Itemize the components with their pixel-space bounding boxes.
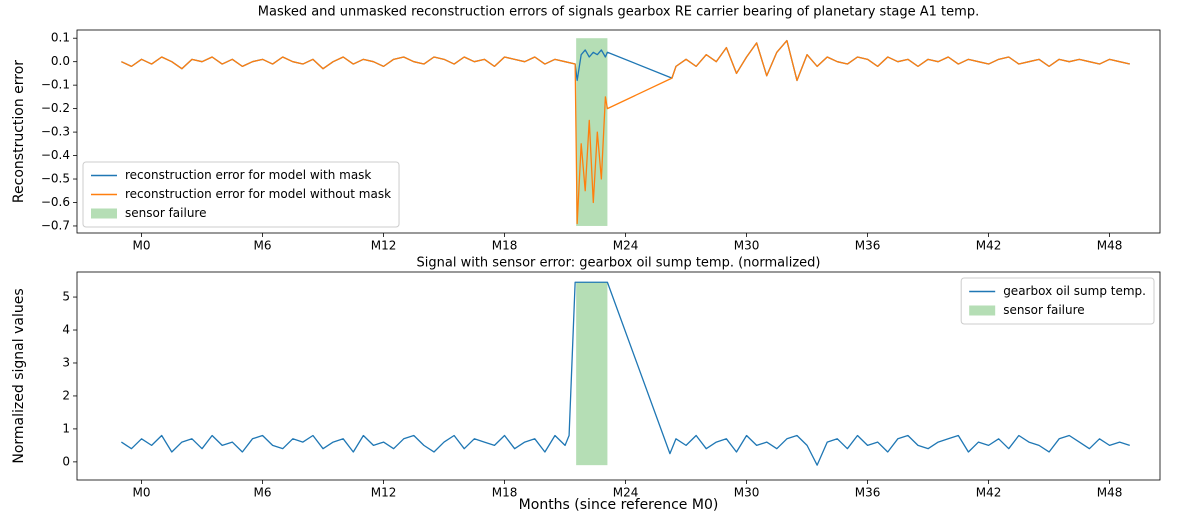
data-line xyxy=(121,39,1130,225)
x-tick-label: M6 xyxy=(254,239,272,253)
axes-frame xyxy=(76,271,1161,481)
x-tick-label: M12 xyxy=(371,486,397,500)
x-tick-label: M48 xyxy=(1097,486,1123,500)
x-tick-label: M42 xyxy=(976,239,1002,253)
y-tick-label: 3 xyxy=(62,355,70,369)
legend-label: reconstruction error for model without m… xyxy=(125,187,391,201)
x-tick-label: M12 xyxy=(371,239,397,253)
y-tick-label: −0.7 xyxy=(41,218,70,232)
y-tick-label: −0.6 xyxy=(41,195,70,209)
subplot: Masked and unmasked reconstruction error… xyxy=(11,5,1161,253)
y-tick-label: 0.1 xyxy=(51,31,70,45)
x-tick-label: M24 xyxy=(613,239,639,253)
x-tick-label: M18 xyxy=(492,239,518,253)
legend-label: sensor failure xyxy=(125,206,207,220)
plot-area xyxy=(121,281,1130,466)
shaded-region xyxy=(576,38,608,226)
y-tick-label: −0.2 xyxy=(41,101,70,115)
legend-label: gearbox oil sump temp. xyxy=(1003,284,1146,298)
x-axis-label: Months (since reference M0) xyxy=(519,497,719,511)
x-tick-label: M6 xyxy=(254,486,272,500)
y-tick-label: 1 xyxy=(62,421,70,435)
chart-title: Signal with sensor error: gearbox oil su… xyxy=(417,256,821,271)
axes-frame xyxy=(76,29,1161,234)
legend-swatch xyxy=(969,305,996,316)
legend: reconstruction error for model with mask… xyxy=(82,161,400,228)
x-tick-label: M0 xyxy=(133,486,151,500)
data-line xyxy=(121,39,1130,82)
y-tick-label: 0 xyxy=(62,454,70,468)
legend-label: sensor failure xyxy=(1003,303,1085,317)
legend-box xyxy=(82,161,400,228)
y-tick-label: 5 xyxy=(62,290,70,304)
x-tick-label: M36 xyxy=(855,486,881,500)
x-tick-label: M0 xyxy=(133,239,151,253)
y-tick-label: 4 xyxy=(62,323,70,337)
data-line xyxy=(121,281,1130,466)
y-axis-label: Normalized signal values xyxy=(11,288,27,463)
plot-area xyxy=(121,38,1130,226)
y-axis-label: Reconstruction error xyxy=(11,60,27,203)
y-tick-label: −0.3 xyxy=(41,125,70,139)
y-tick-label: 0.0 xyxy=(51,54,70,68)
y-tick-label: −0.5 xyxy=(41,172,70,186)
legend: gearbox oil sump temp. sensor failure xyxy=(960,277,1155,325)
legend-swatch xyxy=(91,208,117,219)
subplot: Signal with sensor error: gearbox oil su… xyxy=(11,256,1161,511)
x-tick-label: M24 xyxy=(613,486,639,500)
legend-label: reconstruction error for model with mask xyxy=(125,168,371,182)
x-tick-label: M36 xyxy=(855,239,881,253)
shaded-region xyxy=(576,282,608,466)
legend-box xyxy=(960,277,1155,325)
y-tick-label: −0.1 xyxy=(41,78,70,92)
chart-title: Masked and unmasked reconstruction error… xyxy=(258,5,979,20)
y-tick-label: −0.4 xyxy=(41,148,70,162)
x-tick-label: M18 xyxy=(492,486,518,500)
x-tick-label: M30 xyxy=(734,486,760,500)
y-tick-label: 2 xyxy=(62,388,70,402)
x-tick-label: M42 xyxy=(976,486,1002,500)
x-tick-label: M48 xyxy=(1097,239,1123,253)
x-tick-label: M30 xyxy=(734,239,760,253)
